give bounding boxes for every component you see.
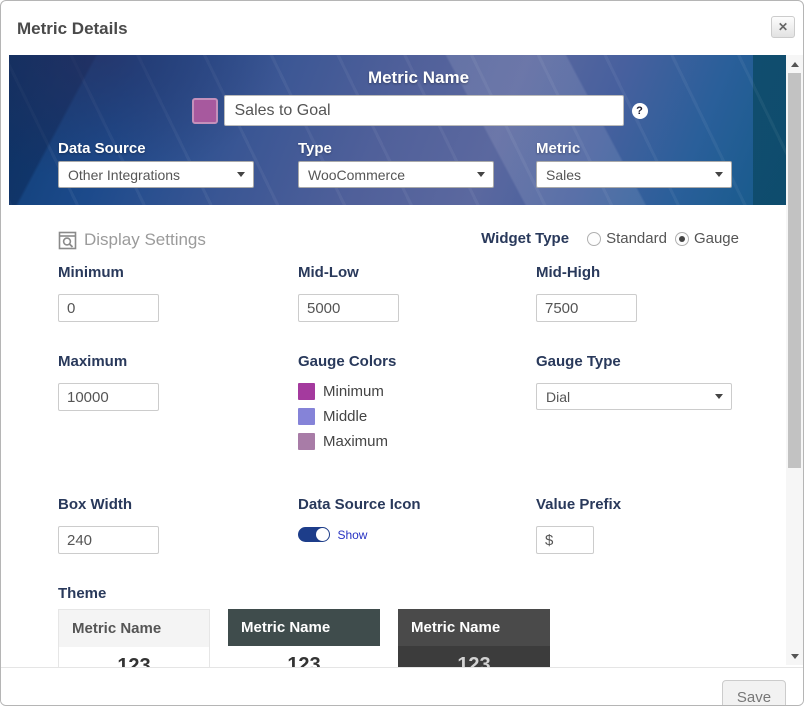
value-prefix-field: Value Prefix: [536, 497, 739, 554]
save-button[interactable]: Save: [722, 680, 786, 705]
type-value: WooCommerce: [308, 166, 405, 183]
theme-card-header: Metric Name: [228, 609, 380, 646]
chevron-down-icon: [715, 172, 723, 177]
close-icon[interactable]: ✕: [771, 16, 795, 38]
preview-zoom-icon: [58, 231, 77, 249]
gauge-color-middle-swatch[interactable]: [298, 408, 315, 425]
maximum-label: Maximum: [58, 353, 128, 370]
gauge-type-value: Dial: [546, 388, 571, 405]
help-icon[interactable]: ?: [631, 102, 648, 119]
widget-type-group: Widget Type Standard Gauge: [481, 230, 739, 247]
theme-card-header: Metric Name: [398, 609, 550, 646]
vertical-scrollbar[interactable]: [786, 55, 803, 665]
metric-name-input[interactable]: [223, 95, 624, 126]
chevron-down-icon: [477, 172, 485, 177]
box-width-input[interactable]: [58, 526, 159, 554]
display-settings-heading: Display Settings: [58, 230, 206, 250]
data-source-label: Data Source: [58, 140, 146, 157]
mid-low-input[interactable]: [298, 294, 399, 322]
modal-footer: Save: [1, 667, 803, 705]
theme-label: Theme: [58, 585, 107, 602]
gauge-color-maximum-swatch[interactable]: [298, 433, 315, 450]
data-source-icon-label: Data Source Icon: [298, 496, 421, 513]
gauge-type-label: Gauge Type: [536, 353, 621, 370]
box-width-field: Box Width: [58, 497, 298, 554]
mid-low-field: Mid-Low: [298, 265, 536, 322]
minimum-input[interactable]: [58, 294, 159, 322]
gauge-colors-field: Gauge Colors Minimum Middle Maximum: [298, 354, 536, 458]
display-settings-section: Display Settings Widget Type Standard Ga…: [58, 230, 739, 677]
maximum-input[interactable]: [58, 383, 159, 411]
widget-type-option-standard[interactable]: Standard: [587, 230, 667, 247]
data-source-icon-field: Data Source Icon Show: [298, 497, 536, 554]
gauge-color-middle-label: Middle: [323, 408, 368, 425]
metric-select[interactable]: Sales: [536, 161, 732, 188]
radio-standard-label: Standard: [606, 230, 667, 247]
type-label: Type: [298, 140, 332, 157]
toggle-knob-icon: [316, 528, 329, 542]
metric-value: Sales: [546, 166, 582, 183]
type-field: Type WooCommerce: [298, 140, 536, 188]
radio-gauge-label: Gauge: [693, 230, 739, 247]
mid-high-field: Mid-High: [536, 265, 739, 322]
box-width-label: Box Width: [58, 496, 133, 513]
modal-header: Metric Details ✕: [1, 1, 803, 55]
gauge-color-minimum: Minimum: [298, 383, 536, 400]
metric-color-swatch[interactable]: [191, 97, 218, 124]
value-prefix-input[interactable]: [536, 526, 594, 554]
data-source-select[interactable]: Other Integrations: [58, 161, 254, 188]
radio-gauge[interactable]: [674, 231, 689, 246]
gauge-colors-label: Gauge Colors: [298, 353, 397, 370]
hero-field-row: Data Source Other Integrations Type WooC…: [9, 140, 788, 188]
data-source-value: Other Integrations: [68, 166, 181, 183]
gauge-type-select[interactable]: Dial: [536, 383, 732, 410]
minimum-field: Minimum: [58, 265, 298, 322]
gauge-color-minimum-label: Minimum: [323, 383, 384, 400]
chevron-down-icon: [237, 172, 245, 177]
gauge-color-maximum-label: Maximum: [323, 433, 389, 450]
hero-banner: Metric Name ? Data Source Other Integrat…: [9, 55, 788, 205]
show-toggle-label: Show: [337, 527, 368, 542]
mid-low-label: Mid-Low: [298, 264, 359, 281]
metric-label: Metric: [536, 140, 581, 157]
metric-name-row: ?: [30, 95, 788, 126]
scrollbar-thumb[interactable]: [788, 73, 801, 468]
maximum-field: Maximum: [58, 354, 298, 458]
metric-name-heading: Metric Name: [367, 68, 470, 87]
scroll-down-icon[interactable]: [786, 649, 803, 663]
chevron-down-icon: [715, 394, 723, 399]
gauge-color-minimum-swatch[interactable]: [298, 383, 315, 400]
gauge-color-maximum: Maximum: [298, 433, 536, 450]
value-prefix-label: Value Prefix: [536, 496, 622, 513]
gauge-type-field: Gauge Type Dial: [536, 354, 739, 458]
show-toggle[interactable]: [298, 527, 330, 543]
data-source-field: Data Source Other Integrations: [58, 140, 298, 188]
mid-high-label: Mid-High: [536, 264, 601, 281]
gauge-color-middle: Middle: [298, 408, 536, 425]
widget-type-label: Widget Type: [481, 230, 570, 247]
type-select[interactable]: WooCommerce: [298, 161, 494, 188]
theme-card-header: Metric Name: [59, 610, 209, 647]
mid-high-input[interactable]: [536, 294, 637, 322]
modal-title: Metric Details: [17, 19, 128, 38]
scroll-up-icon[interactable]: [786, 57, 803, 71]
metric-field: Metric Sales: [536, 140, 788, 188]
widget-type-option-gauge[interactable]: Gauge: [674, 230, 739, 247]
minimum-label: Minimum: [58, 264, 124, 281]
radio-standard[interactable]: [587, 231, 602, 246]
